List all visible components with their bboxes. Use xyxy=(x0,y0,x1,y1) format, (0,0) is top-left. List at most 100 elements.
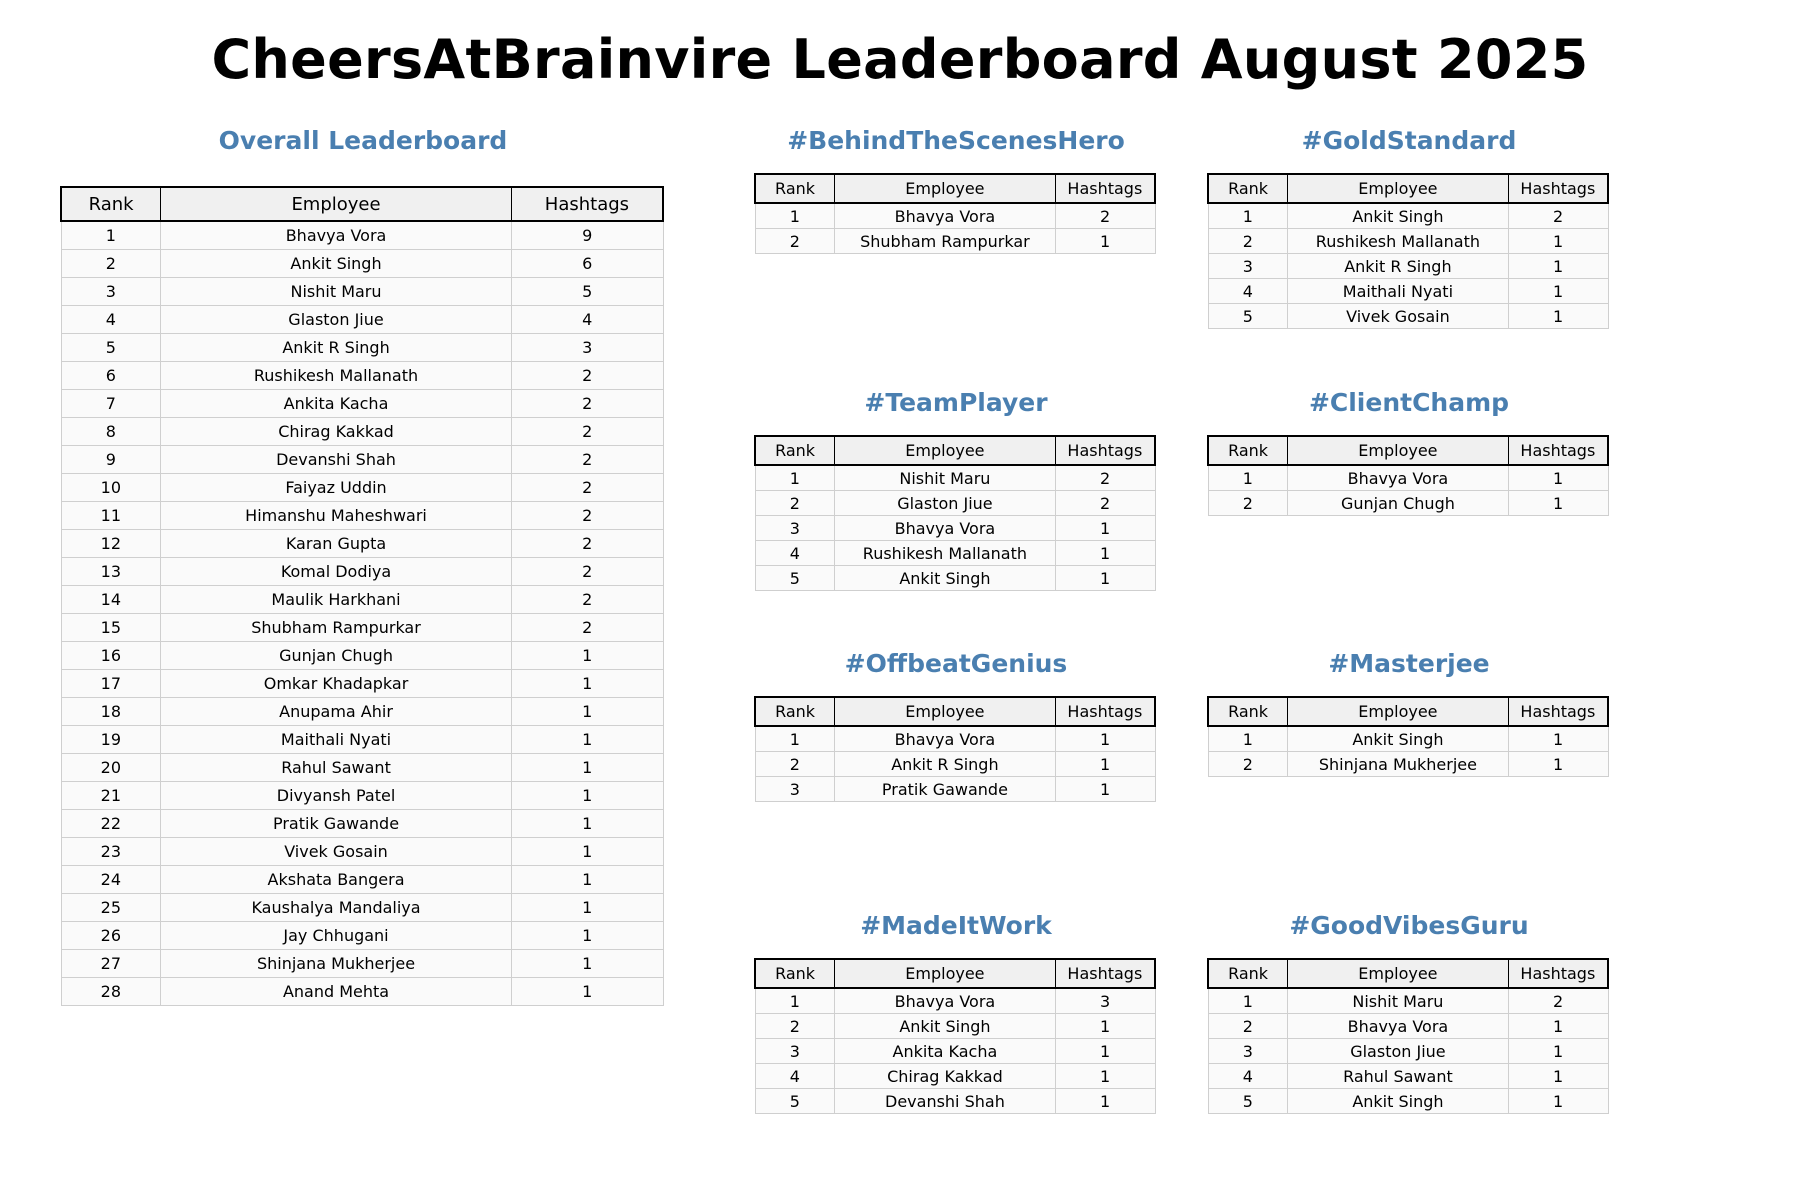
rank-cell: 6 xyxy=(60,361,162,390)
hashtag-count-cell: 1 xyxy=(1054,1063,1156,1089)
hashtag-count-cell: 2 xyxy=(1054,490,1156,516)
table-row: 6 Rushikesh Mallanath 2 xyxy=(60,361,664,390)
rank-cell: 19 xyxy=(60,725,162,754)
table-header-row: Rank Employee Hashtags xyxy=(1207,435,1609,466)
table-row: 12 Karan Gupta 2 xyxy=(60,529,664,558)
rank-cell: 2 xyxy=(1207,751,1289,777)
table-row: 11 Himanshu Maheshwari 2 xyxy=(60,501,664,530)
rank-cell: 1 xyxy=(754,464,836,491)
rank-cell: 11 xyxy=(60,501,162,530)
rank-cell: 5 xyxy=(754,565,836,591)
rank-cell: 9 xyxy=(60,445,162,474)
table-row: 4 Glaston Jiue 4 xyxy=(60,305,664,334)
hashtag-count-cell: 2 xyxy=(510,417,664,446)
rank-cell: 1 xyxy=(1207,464,1289,491)
rank-cell: 1 xyxy=(1207,987,1289,1014)
table-row: 5 Ankit Singh 1 xyxy=(1207,1088,1609,1114)
rank-cell: 5 xyxy=(1207,1088,1289,1114)
rank-cell: 3 xyxy=(60,277,162,306)
section-title: #GoodVibesGuru xyxy=(1289,911,1529,940)
rank-cell: 18 xyxy=(60,697,162,726)
hashtags-header: Hashtags xyxy=(1054,958,1156,989)
table-row: 23 Vivek Gosain 1 xyxy=(60,837,664,866)
rank-cell: 5 xyxy=(754,1088,836,1114)
employee-cell: Rushikesh Mallanath xyxy=(160,361,512,390)
rank-header: Rank xyxy=(1207,173,1289,204)
employee-cell: Glaston Jiue xyxy=(1287,1038,1509,1064)
employee-header: Employee xyxy=(834,173,1056,204)
rank-cell: 2 xyxy=(754,228,836,254)
rank-cell: 2 xyxy=(1207,228,1289,254)
hashtags-header: Hashtags xyxy=(1507,958,1609,989)
rank-cell: 3 xyxy=(754,1038,836,1064)
hashtag-count-cell: 6 xyxy=(510,249,664,278)
hashtag-table: Rank Employee Hashtags 1 Nishit Maru 2 2 Gla… xyxy=(754,435,1156,591)
hashtag-count-cell: 1 xyxy=(510,781,664,810)
hashtag-count-cell: 1 xyxy=(1507,1013,1609,1039)
table-row: 1 Ankit Singh 2 xyxy=(1207,202,1609,229)
rank-cell: 20 xyxy=(60,753,162,782)
hashtag-count-cell: 1 xyxy=(1507,1063,1609,1089)
employee-cell: Maulik Harkhani xyxy=(160,585,512,614)
hashtag-count-cell: 1 xyxy=(1507,278,1609,304)
employee-cell: Nishit Maru xyxy=(160,277,512,306)
hashtag-count-cell: 1 xyxy=(1054,1038,1156,1064)
hashtag-count-cell: 1 xyxy=(1507,1038,1609,1064)
employee-cell: Vivek Gosain xyxy=(160,837,512,866)
employee-header: Employee xyxy=(834,435,1056,466)
hashtag-count-cell: 1 xyxy=(1054,1088,1156,1114)
employee-cell: Komal Dodiya xyxy=(160,557,512,586)
employee-cell: Glaston Jiue xyxy=(834,490,1056,516)
rank-cell: 2 xyxy=(60,249,162,278)
rank-cell: 1 xyxy=(1207,725,1289,752)
table-header-row: Rank Employee Hashtags xyxy=(754,696,1156,727)
hashtag-count-cell: 1 xyxy=(510,837,664,866)
employee-cell: Ankit Singh xyxy=(834,1013,1056,1039)
section-title: #ClientChamp xyxy=(1308,388,1510,417)
hashtag-count-cell: 1 xyxy=(1054,776,1156,802)
employee-cell: Bhavya Vora xyxy=(834,515,1056,541)
section-made-it-work: #MadeItWork Rank Employee Hashtags 1 Bhav… xyxy=(754,911,1158,1114)
rank-cell: 22 xyxy=(60,809,162,838)
section-title: #MadeItWork xyxy=(860,911,1052,940)
employee-cell: Bhavya Vora xyxy=(160,220,512,250)
rank-cell: 23 xyxy=(60,837,162,866)
rank-cell: 1 xyxy=(754,202,836,229)
employee-cell: Nishit Maru xyxy=(834,464,1056,491)
employee-cell: Shinjana Mukherjee xyxy=(160,949,512,978)
table-row: 4 Maithali Nyati 1 xyxy=(1207,278,1609,304)
rank-cell: 10 xyxy=(60,473,162,502)
section-title: #GoldStandard xyxy=(1301,126,1517,155)
rank-cell: 8 xyxy=(60,417,162,446)
rank-cell: 15 xyxy=(60,613,162,642)
employee-cell: Gunjan Chugh xyxy=(1287,490,1509,516)
hashtag-count-cell: 1 xyxy=(1054,565,1156,591)
employee-cell: Glaston Jiue xyxy=(160,305,512,334)
employee-cell: Chirag Kakkad xyxy=(834,1063,1056,1089)
rank-cell: 2 xyxy=(1207,1013,1289,1039)
table-header-row: Rank Employee Hashtags xyxy=(754,958,1156,989)
table-row: 1 Bhavya Vora 1 xyxy=(754,725,1156,752)
employee-cell: Maithali Nyati xyxy=(1287,278,1509,304)
table-row: 4 Rushikesh Mallanath 1 xyxy=(754,540,1156,566)
hashtag-table: Rank Employee Hashtags 1 Bhavya Vora 1 2 Ank… xyxy=(754,696,1156,802)
rank-cell: 4 xyxy=(1207,278,1289,304)
table-row: 3 Glaston Jiue 1 xyxy=(1207,1038,1609,1064)
rank-cell: 2 xyxy=(754,751,836,777)
hashtag-count-cell: 1 xyxy=(1054,228,1156,254)
table-row: 5 Ankit Singh 1 xyxy=(754,565,1156,591)
table-row: 1 Ankit Singh 1 xyxy=(1207,725,1609,752)
table-row: 17 Omkar Khadapkar 1 xyxy=(60,669,664,698)
section-title: #TeamPlayer xyxy=(864,388,1048,417)
rank-header: Rank xyxy=(1207,435,1289,466)
employee-cell: Bhavya Vora xyxy=(834,725,1056,752)
employee-header: Employee xyxy=(1287,958,1509,989)
employee-cell: Bhavya Vora xyxy=(834,987,1056,1014)
hashtag-count-cell: 1 xyxy=(510,809,664,838)
rank-cell: 5 xyxy=(60,333,162,362)
hashtag-count-cell: 1 xyxy=(1507,751,1609,777)
hashtag-count-cell: 1 xyxy=(1054,515,1156,541)
hashtag-count-cell: 1 xyxy=(510,893,664,922)
section-masterjee: #Masterjee Rank Employee Hashtags 1 Ankit… xyxy=(1207,649,1611,777)
table-row: 3 Ankit R Singh 1 xyxy=(1207,253,1609,279)
